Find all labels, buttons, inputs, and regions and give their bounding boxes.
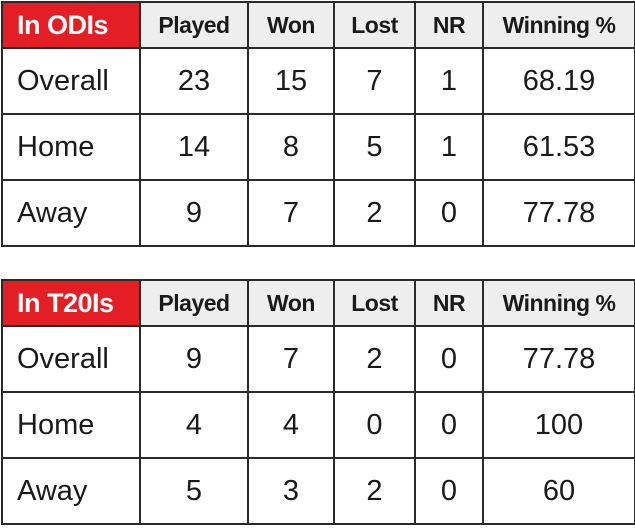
table-cell: 77.78 <box>482 179 635 247</box>
column-header: Played <box>139 279 249 327</box>
table-row: Overall 23 15 7 1 68.19 <box>1 47 635 115</box>
table-cell: 60 <box>482 457 635 525</box>
table-cell: 100 <box>482 391 635 459</box>
row-label: Home <box>1 391 141 459</box>
table-row: Home 14 8 5 1 61.53 <box>1 113 635 181</box>
column-header: Lost <box>333 1 416 49</box>
table-row: Overall 9 7 2 0 77.78 <box>1 325 635 393</box>
row-label: Overall <box>1 325 141 393</box>
table-cell: 0 <box>414 391 484 459</box>
table-title: In ODIs <box>1 1 141 49</box>
table-cell: 2 <box>333 325 416 393</box>
column-header: NR <box>414 279 484 327</box>
table-cell: 1 <box>414 113 484 181</box>
row-label: Home <box>1 113 141 181</box>
table-row: Home 4 4 0 0 100 <box>1 391 635 459</box>
table-cell: 23 <box>139 47 249 115</box>
table-cell: 61.53 <box>482 113 635 181</box>
table-cell: 2 <box>333 179 416 247</box>
table-cell: 77.78 <box>482 325 635 393</box>
table-cell: 68.19 <box>482 47 635 115</box>
table-row: Away 9 7 2 0 77.78 <box>1 179 635 247</box>
table-cell: 7 <box>333 47 416 115</box>
table-cell: 1 <box>414 47 484 115</box>
header-row: In T20Is Played Won Lost NR Winning % <box>1 279 635 327</box>
table-cell: 0 <box>414 179 484 247</box>
table-row: Away 5 3 2 0 60 <box>1 457 635 525</box>
header-row: In ODIs Played Won Lost NR Winning % <box>1 1 635 49</box>
table-cell: 7 <box>247 179 335 247</box>
table-cell: 5 <box>333 113 416 181</box>
table-cell: 9 <box>139 179 249 247</box>
table-cell: 9 <box>139 325 249 393</box>
table-cell: 15 <box>247 47 335 115</box>
table-cell: 2 <box>333 457 416 525</box>
column-header: Winning % <box>482 1 635 49</box>
table-title: In T20Is <box>1 279 141 327</box>
table-cell: 14 <box>139 113 249 181</box>
column-header: Winning % <box>482 279 635 327</box>
table-cell: 4 <box>247 391 335 459</box>
row-label: Away <box>1 179 141 247</box>
column-header: Lost <box>333 279 416 327</box>
table-cell: 3 <box>247 457 335 525</box>
row-label: Away <box>1 457 141 525</box>
table-cell: 0 <box>414 325 484 393</box>
column-header: Won <box>247 279 335 327</box>
table-cell: 0 <box>333 391 416 459</box>
column-header: Won <box>247 1 335 49</box>
table-cell: 7 <box>247 325 335 393</box>
t20i-table: In T20Is Played Won Lost NR Winning % Overall 9… <box>1 279 635 525</box>
column-header: Played <box>139 1 249 49</box>
column-header: NR <box>414 1 484 49</box>
row-label: Overall <box>1 47 141 115</box>
table-cell: 5 <box>139 457 249 525</box>
odi-table: In ODIs Played Won Lost NR Winning % Overall 23… <box>1 1 635 247</box>
table-cell: 4 <box>139 391 249 459</box>
table-cell: 8 <box>247 113 335 181</box>
table-cell: 0 <box>414 457 484 525</box>
